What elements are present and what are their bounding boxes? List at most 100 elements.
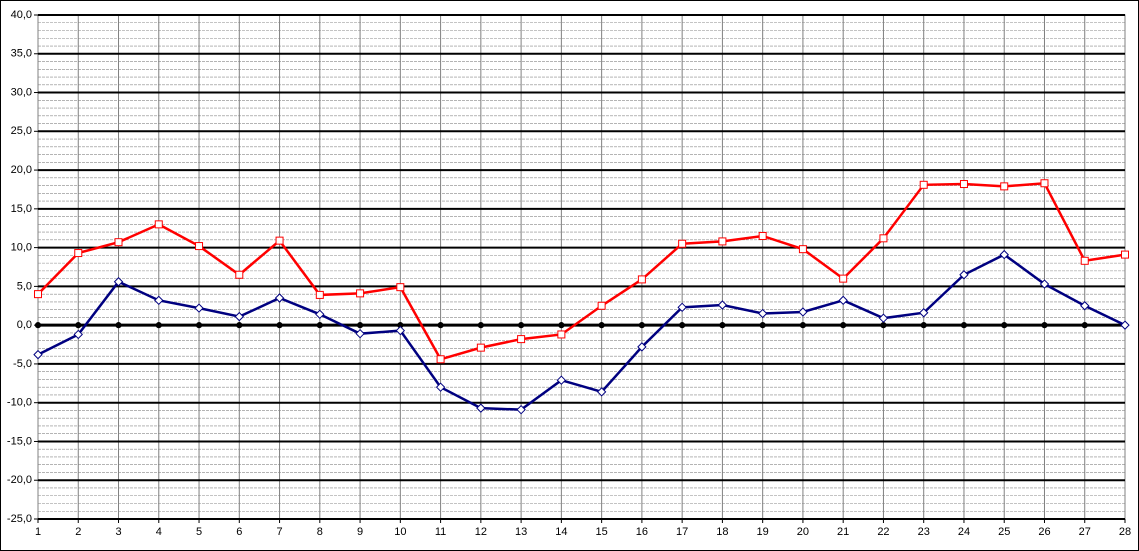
marker — [155, 322, 162, 329]
marker — [396, 283, 405, 292]
marker — [558, 322, 565, 329]
marker — [920, 322, 927, 329]
marker — [476, 343, 485, 352]
x-tick-label: 24 — [958, 526, 970, 538]
marker — [33, 349, 43, 360]
x-tick-label: 5 — [196, 526, 202, 538]
y-tick-label: 35,0 — [11, 48, 32, 60]
marker — [195, 242, 204, 251]
marker — [1041, 322, 1048, 329]
marker — [839, 274, 848, 283]
marker — [799, 322, 807, 329]
x-tick-label: 14 — [555, 526, 567, 538]
marker — [516, 404, 526, 415]
marker — [114, 238, 123, 247]
marker — [115, 322, 122, 329]
marker — [1080, 301, 1090, 311]
y-tick-label: 15,0 — [11, 203, 32, 215]
marker — [517, 335, 526, 344]
marker — [638, 322, 645, 329]
marker — [356, 322, 364, 329]
x-tick-label: 10 — [394, 526, 406, 538]
marker — [959, 180, 968, 189]
x-tick-label: 21 — [837, 526, 849, 538]
y-tick-label: 40,0 — [11, 9, 32, 21]
x-tick-label: 27 — [1079, 526, 1091, 538]
x-tick-label: 22 — [877, 526, 889, 538]
y-tick-label: -25,0 — [7, 513, 32, 525]
marker — [315, 309, 325, 320]
x-tick-label: 8 — [317, 526, 323, 538]
marker — [477, 322, 484, 329]
marker — [719, 322, 726, 329]
y-tick-label: 5,0 — [17, 280, 32, 292]
marker — [918, 308, 929, 318]
series-line — [37, 253, 1126, 411]
marker — [556, 375, 567, 385]
marker — [235, 270, 244, 279]
x-tick-label: 9 — [357, 526, 363, 538]
marker — [437, 322, 444, 329]
marker — [1081, 322, 1088, 329]
marker — [677, 302, 687, 313]
marker — [435, 382, 446, 392]
y-tick-label: 10,0 — [11, 242, 32, 254]
marker — [557, 330, 566, 339]
series-line — [37, 181, 1126, 361]
x-tick-label: 23 — [918, 526, 930, 538]
marker — [878, 313, 889, 323]
marker — [154, 295, 164, 306]
marker — [436, 355, 445, 364]
marker — [1000, 182, 1009, 191]
marker — [234, 311, 245, 322]
marker — [960, 322, 968, 329]
marker — [195, 322, 203, 329]
marker — [1121, 250, 1129, 259]
y-tick-label: -15,0 — [7, 435, 32, 447]
marker — [759, 322, 766, 329]
marker — [596, 387, 607, 397]
x-tick-label: 11 — [435, 526, 446, 538]
marker — [879, 234, 888, 243]
marker — [236, 322, 243, 329]
x-tick-label: 25 — [998, 526, 1010, 538]
marker — [959, 270, 969, 280]
marker — [356, 289, 365, 298]
marker — [75, 322, 82, 329]
marker — [880, 322, 887, 329]
x-tick-label: 1 — [35, 526, 41, 538]
marker — [798, 307, 808, 317]
marker — [678, 239, 687, 248]
x-tick-label: 12 — [475, 526, 487, 538]
x-tick-label: 20 — [797, 526, 809, 538]
x-tick-label: 15 — [596, 526, 608, 538]
marker — [1001, 322, 1008, 329]
x-tick-label: 4 — [156, 526, 162, 538]
marker — [679, 322, 686, 329]
marker — [597, 301, 606, 310]
marker — [476, 403, 486, 413]
x-tick-label: 28 — [1119, 526, 1131, 538]
marker — [316, 322, 323, 329]
marker — [757, 308, 768, 319]
marker — [1120, 320, 1130, 330]
marker — [758, 231, 767, 240]
y-tick-label: -20,0 — [7, 474, 32, 486]
marker — [395, 325, 406, 336]
marker — [34, 290, 42, 299]
y-tick-label: 30,0 — [11, 86, 32, 98]
x-tick-label: 6 — [236, 526, 242, 538]
marker — [113, 277, 124, 287]
marker — [73, 329, 83, 340]
y-tick-label: -5,0 — [13, 358, 32, 370]
marker — [34, 322, 42, 329]
x-tick-label: 13 — [515, 526, 527, 538]
marker — [798, 245, 807, 254]
y-tick-label: 0,0 — [17, 319, 32, 331]
marker — [1040, 179, 1049, 188]
marker — [1039, 279, 1050, 289]
y-tick-label: -10,0 — [7, 397, 32, 409]
marker — [355, 328, 365, 339]
